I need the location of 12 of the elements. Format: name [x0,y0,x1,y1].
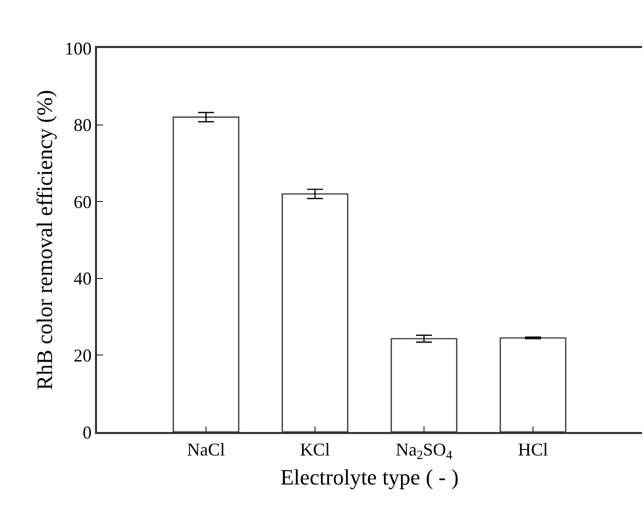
x-tick-label: Na$_{2}$SO$_{4}$ [396,439,454,462]
y-tick-label: 0 [82,422,92,442]
y-tick-label: 60 [74,192,92,212]
y-axis-title: RhB color removal efficiency (%) [32,90,57,390]
x-axis-title: Electrolyte type ( - ) [280,464,459,490]
x-tick-label: HCl [518,439,548,460]
x-tick-label: KCl [300,439,330,460]
y-tick-label: 40 [74,268,92,289]
y-tick-label: 80 [74,115,92,136]
x-tick-label: NaCl [187,439,225,460]
y-tick-label: 20 [74,346,92,366]
y-tick-label: 100 [64,38,92,58]
